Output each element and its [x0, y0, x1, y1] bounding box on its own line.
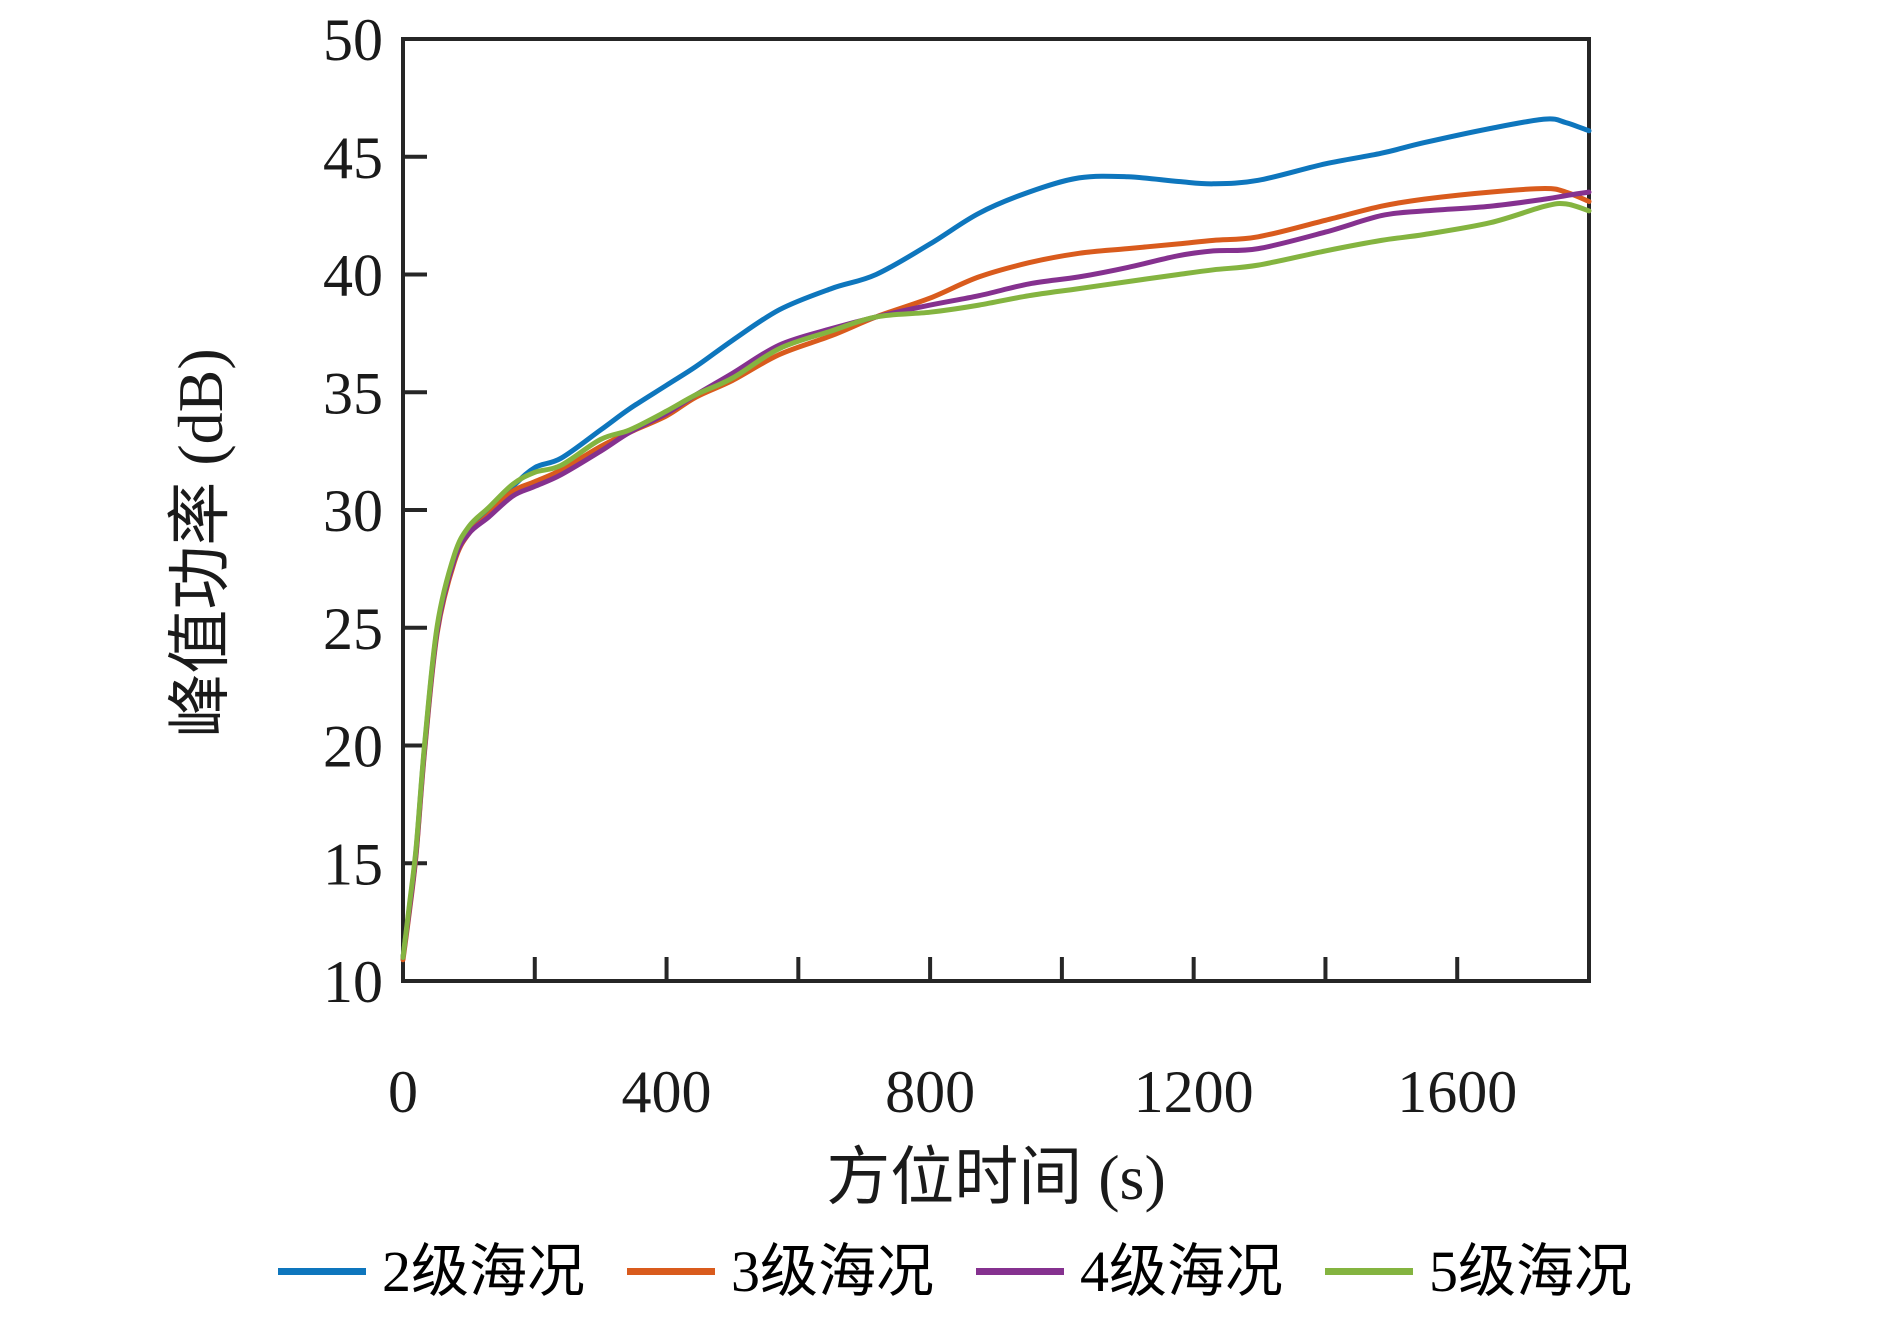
series-line-swatch: [976, 1268, 1065, 1276]
axes-box: [401, 37, 1591, 983]
series-line-swatch: [278, 1268, 366, 1276]
series-curve-5级海况: [400, 200, 1592, 960]
legend-entry-sea-state-5: 5级海况: [1325, 1240, 1632, 1304]
x-tick-label: 800: [885, 1059, 975, 1125]
x-tick-label: 1200: [1134, 1059, 1254, 1125]
y-tick-label: 30: [323, 478, 383, 544]
legend: 2级海况 3级海况 4级海况 5级海况: [278, 1240, 1632, 1304]
y-tick-label: 50: [323, 7, 383, 73]
legend-label: 4级海况: [1080, 1239, 1284, 1304]
y-tick-label: 40: [323, 243, 383, 309]
series-line-swatch: [1325, 1268, 1414, 1276]
x-tick-label: 0: [388, 1059, 418, 1125]
x-axis-label: 方位时间 (s): [826, 1142, 1166, 1213]
y-tick-label: 20: [323, 714, 383, 780]
series-curve-2级海况: [400, 116, 1592, 960]
y-tick-label: 10: [323, 949, 383, 1015]
y-tick-label: 35: [323, 360, 383, 426]
legend-entry-sea-state-4: 4级海况: [976, 1240, 1283, 1304]
y-tick-label: 45: [323, 125, 383, 191]
series-curve-4级海况: [400, 189, 1592, 960]
legend-label: 3级海况: [731, 1239, 935, 1304]
y-tick-label: 15: [323, 831, 383, 897]
legend-label: 2级海况: [382, 1239, 586, 1304]
x-tick-label: 400: [622, 1059, 712, 1125]
legend-entry-sea-state-2: 2级海况: [278, 1240, 585, 1304]
legend-label: 5级海况: [1429, 1239, 1633, 1304]
x-tick-label: 1600: [1397, 1059, 1517, 1125]
y-tick-label: 25: [323, 596, 383, 662]
y-axis-label: 峰值功率 (dB): [165, 348, 236, 738]
legend-entry-sea-state-3: 3级海况: [627, 1240, 934, 1304]
series-line-swatch: [627, 1268, 716, 1276]
